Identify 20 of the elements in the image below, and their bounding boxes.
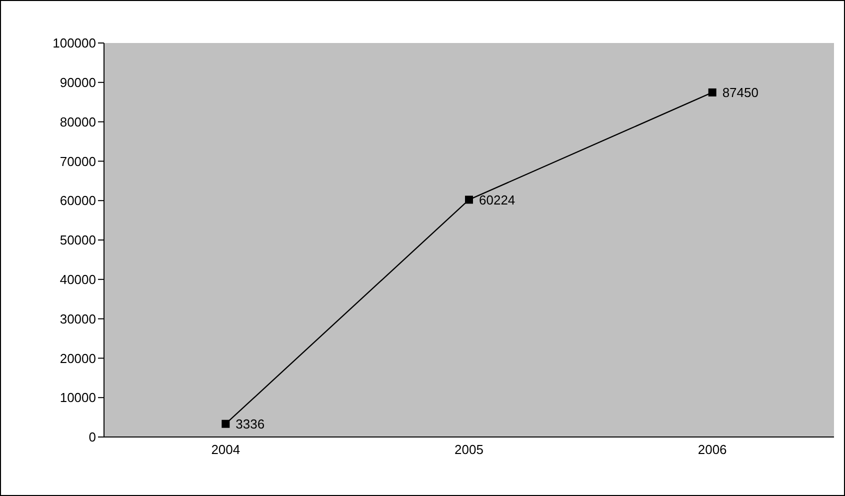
y-tick-label: 30000: [60, 311, 96, 326]
data-label: 87450: [722, 85, 758, 100]
y-tick-label: 70000: [60, 154, 96, 169]
x-tick-label: 2004: [211, 442, 240, 458]
y-tick-label: 90000: [60, 75, 96, 90]
data-label: 3336: [236, 416, 265, 432]
point: [465, 196, 473, 204]
y-tick-label: 50000: [60, 232, 96, 248]
y-tick-label: 0: [88, 430, 96, 445]
y-tick-label: 80000: [60, 114, 96, 130]
y-tick-label: 60000: [60, 193, 96, 208]
data-label: 60224: [479, 192, 516, 208]
x-tick-label: 2005: [454, 442, 484, 458]
y-tick-label: 20000: [60, 350, 96, 366]
y-tick-label: 10000: [60, 390, 96, 406]
point: [708, 88, 716, 96]
x-tick-label: 2006: [698, 442, 727, 458]
point: [222, 420, 230, 428]
y-tick-label: 100000: [52, 36, 96, 51]
y-tick-label: 40000: [60, 272, 96, 288]
